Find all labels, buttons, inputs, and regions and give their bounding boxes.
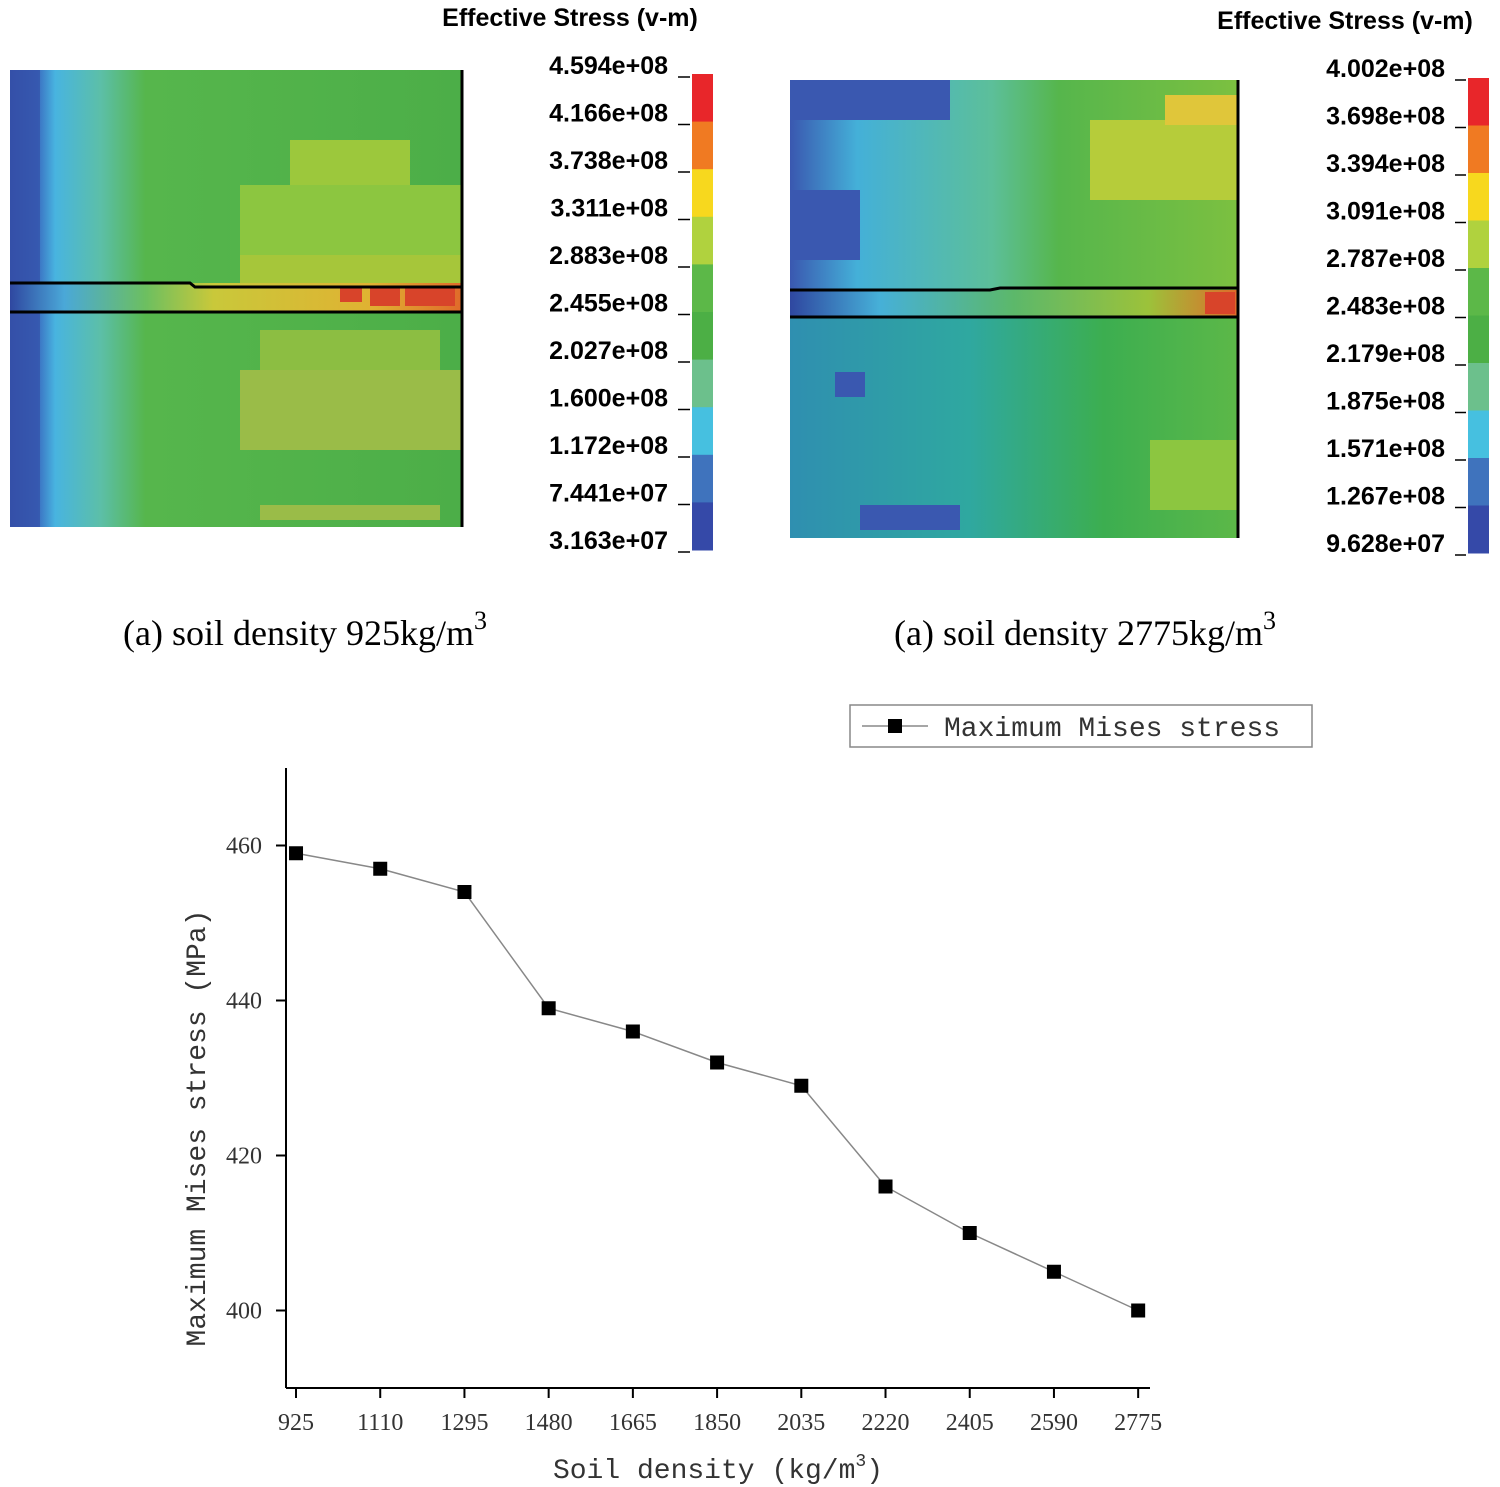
series-line: [295, 852, 1139, 1312]
x-tick-label: 1480: [525, 1410, 573, 1436]
point-marker: [962, 1226, 977, 1240]
colorbar-segment: [1468, 268, 1489, 316]
caption: (a) soil density 2775kg/m3: [894, 606, 1276, 653]
y-tick-label: 400: [226, 1299, 262, 1325]
y-axis-label: Maximum Mises stress (MPa): [183, 910, 214, 1347]
colorbar-label: 2.027e+08: [549, 337, 668, 365]
line-chart: 400 420 440 460 925 1110 1295 1480 1665 1850 2035 2…: [183, 704, 1313, 1487]
colorbar-segment: [692, 359, 713, 408]
colorbar-segment: [1468, 505, 1489, 554]
point-marker: [457, 885, 472, 899]
contour-right: [790, 80, 1240, 538]
point-marker: [625, 1024, 640, 1039]
colorbar-label: 3.738e+08: [549, 147, 668, 175]
colorbar-title: Effective Stress (v-m): [442, 4, 698, 32]
legend-marker: [888, 719, 902, 733]
x-tick-label: 925: [278, 1410, 314, 1436]
colorbar-label: 4.002e+08: [1326, 55, 1445, 83]
colorbar-label: 2.483e+08: [1326, 293, 1445, 321]
colorbar-label: 2.179e+08: [1326, 340, 1445, 368]
colorbar-segment: [692, 169, 713, 218]
colorbar-title: Effective Stress (v-m): [1217, 7, 1473, 35]
colorbar-label: 1.267e+08: [1326, 483, 1445, 511]
y-tick-label: 440: [226, 989, 262, 1015]
x-axis-label-text: Soil density (kg/m: [553, 1456, 855, 1487]
colorbar-label: 3.091e+08: [1326, 198, 1445, 226]
colorbar-label: 9.628e+07: [1326, 530, 1445, 558]
x-tick-label: 2220: [862, 1410, 910, 1436]
point-marker: [1046, 1264, 1061, 1279]
colorbar-segment: [692, 454, 713, 503]
colorbar-label: 4.166e+08: [549, 100, 668, 128]
x-tick-label: 1665: [609, 1410, 657, 1436]
colorbar-label: 1.600e+08: [549, 385, 668, 413]
colorbar-label: 1.571e+08: [1326, 435, 1445, 463]
colorbar-segment: [692, 121, 713, 170]
point-marker: [794, 1078, 809, 1093]
colorbar-segment: [692, 502, 713, 551]
y-tick-label: 420: [226, 1144, 262, 1170]
point-marker: [878, 1179, 893, 1194]
colorbar-segment: [692, 74, 713, 123]
point-marker: [289, 846, 304, 861]
colorbar-segment: [1468, 458, 1489, 506]
colorbar-label: 3.698e+08: [1326, 103, 1445, 131]
contour-left: [10, 70, 464, 527]
colorbar-label: 3.394e+08: [1326, 150, 1445, 178]
x-axis-label-tail: ): [866, 1456, 883, 1487]
x-tick-label: 2035: [777, 1410, 825, 1436]
colorbar-label: 1.875e+08: [1326, 388, 1445, 416]
colorbars: Effective Stress (v-m) 4.594e+08 4.166e+08…: [123, 4, 1489, 653]
colorbar-segment: [692, 407, 713, 456]
caption-sup: 3: [1263, 606, 1276, 635]
colorbar-label: 2.787e+08: [1326, 245, 1445, 273]
colorbar-label: 1.172e+08: [549, 432, 668, 460]
colorbar-label: 7.441e+07: [549, 480, 668, 508]
legend-label: Maximum Mises stress: [944, 714, 1280, 745]
point-marker: [710, 1055, 725, 1070]
colorbar-segment: [692, 312, 713, 361]
colorbar-segment: [692, 264, 713, 313]
colorbar-label: 3.163e+07: [549, 527, 668, 555]
colorbar-label: 3.311e+08: [551, 195, 669, 223]
colorbar-segment: [692, 216, 713, 265]
colorbar-segment: [1468, 173, 1489, 221]
x-tick-label: 1110: [357, 1410, 403, 1436]
colorbar-label: 2.883e+08: [549, 242, 668, 270]
x-axis-label: Soil density (kg/m3): [553, 1452, 883, 1487]
x-tick-label: 2405: [946, 1410, 994, 1436]
caption: (a) soil density 925kg/m3: [123, 606, 487, 653]
point-marker: [373, 861, 388, 876]
colorbar-segment: [1468, 78, 1489, 126]
colorbar-segment: [1468, 125, 1489, 174]
x-tick-label: 1295: [440, 1410, 488, 1436]
caption-text: (a) soil density 925kg/m: [123, 613, 474, 653]
point-marker: [541, 1001, 556, 1016]
point-marker: [1131, 1303, 1146, 1318]
y-tick-label: 460: [226, 834, 262, 860]
colorbar-segment: [1468, 410, 1489, 459]
x-tick-label: 1850: [693, 1410, 741, 1436]
colorbar-segment: [1468, 220, 1489, 269]
colorbar-label: 2.455e+08: [549, 290, 668, 318]
caption-text: (a) soil density 2775kg/m: [894, 613, 1263, 653]
x-tick-label: 2590: [1030, 1410, 1078, 1436]
colorbar-segment: [1468, 363, 1489, 411]
colorbar-segment: [1468, 315, 1489, 364]
x-tick-label: 2775: [1114, 1410, 1162, 1436]
caption-sup: 3: [474, 606, 487, 635]
x-axis-label-sup: 3: [855, 1452, 866, 1472]
colorbar-label: 4.594e+08: [549, 52, 668, 80]
